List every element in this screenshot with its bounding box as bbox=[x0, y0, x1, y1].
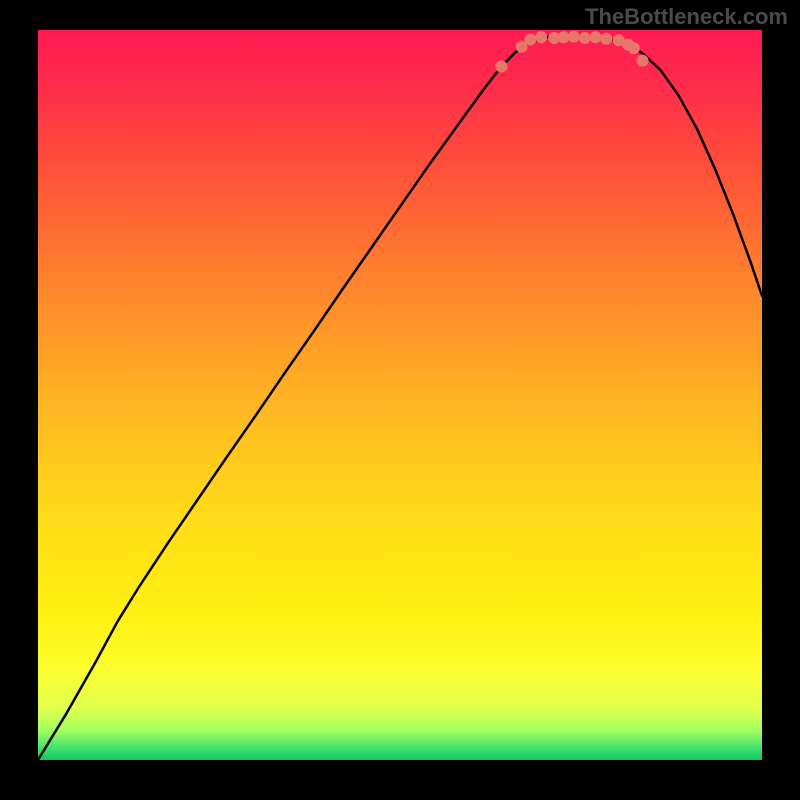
chart-plot-area bbox=[38, 30, 762, 760]
chart-background-gradient bbox=[38, 30, 762, 760]
watermark-text: TheBottleneck.com bbox=[585, 4, 788, 30]
